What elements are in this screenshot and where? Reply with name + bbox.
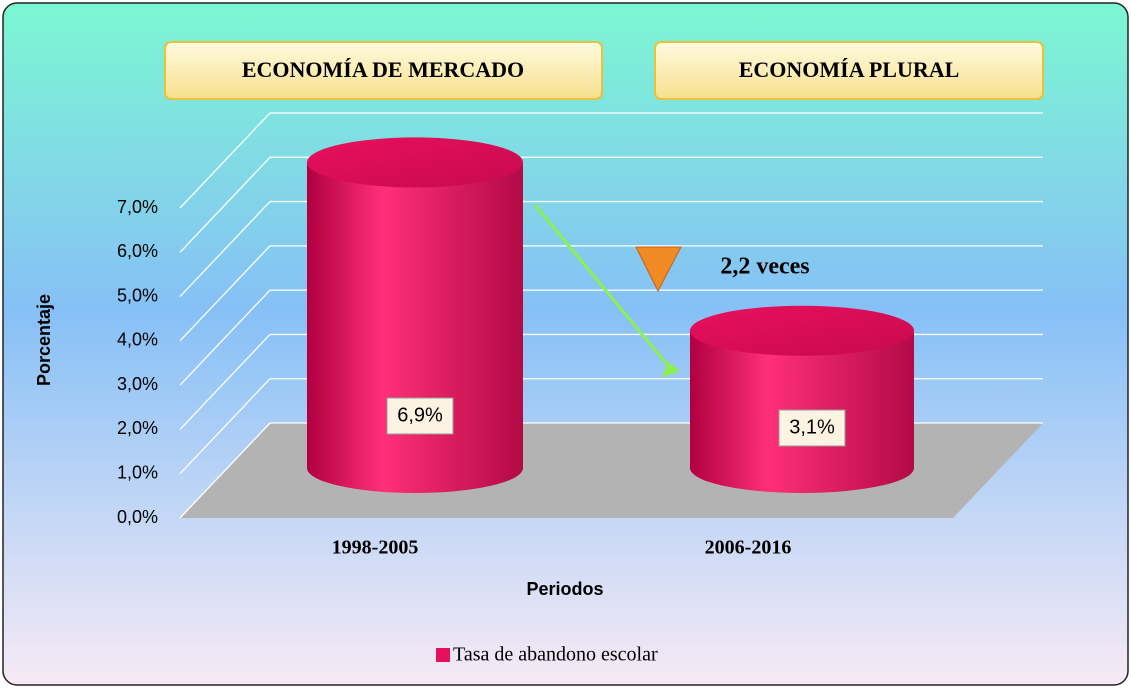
y-tick-label: 3,0% (117, 374, 158, 394)
marks: 6,9% 3,1% (307, 137, 914, 493)
value-label: 6,9% (397, 404, 443, 426)
grid-line (179, 333, 271, 430)
annotation-box (164, 41, 603, 100)
arrow-head (662, 362, 680, 378)
grid-line (179, 156, 271, 253)
y-tick-label: 2,0% (117, 418, 158, 438)
grid-line (179, 112, 271, 209)
value-label: 3,1% (789, 416, 835, 438)
annotation: 2,2 veces (720, 254, 809, 280)
triangle-icon (635, 246, 682, 293)
x-tick-label: 2006-2016 (705, 537, 792, 559)
annotation: ECONOMÍA PLURAL (739, 57, 960, 82)
x-axis-label: Periodos (526, 579, 603, 599)
y-tick-label: 0,0% (117, 507, 158, 527)
value-label-box (386, 397, 454, 435)
annotation-box (654, 41, 1044, 100)
y-tick-label: 7,0% (117, 197, 158, 217)
annotation: ECONOMÍA DE MERCADO (242, 57, 524, 82)
bar-top (307, 137, 523, 188)
arrow (533, 204, 677, 375)
bar-top (690, 305, 914, 356)
y-tick-label: 5,0% (117, 285, 158, 305)
grid-line (179, 289, 271, 386)
y-tick-label: 4,0% (117, 330, 158, 350)
grid-line (179, 245, 271, 342)
grid-line (179, 378, 271, 475)
legend-label: Tasa de abandono escolar (453, 644, 658, 666)
legend-marker (436, 648, 450, 662)
x-tick-label: 1998-2005 (332, 537, 419, 559)
value-label-box (778, 409, 846, 447)
bar (307, 162, 523, 493)
grid-line (179, 422, 271, 519)
y-tick-label: 1,0% (117, 462, 158, 482)
grid-line (179, 201, 271, 298)
y-tick-label: 6,0% (117, 241, 158, 261)
y-axis-label: Porcentaje (34, 294, 54, 386)
